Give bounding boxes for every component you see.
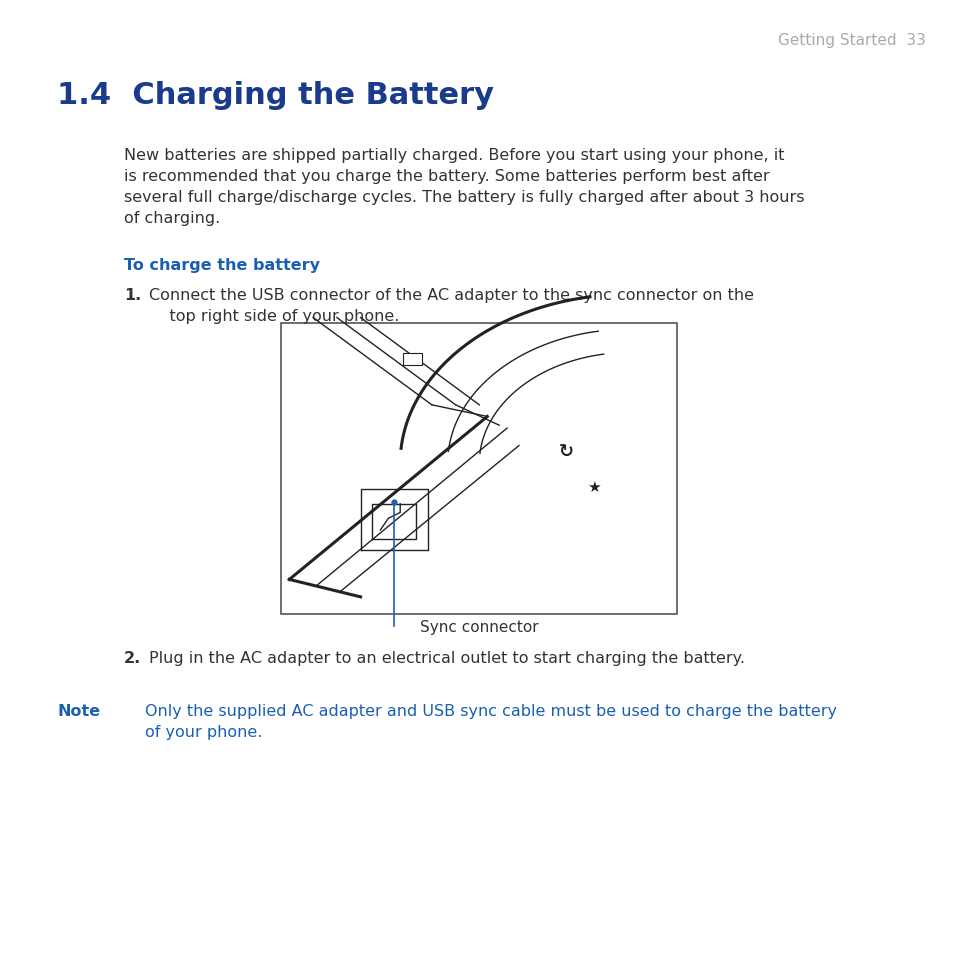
Text: 1.4  Charging the Battery: 1.4 Charging the Battery [57, 81, 494, 110]
Text: To charge the battery: To charge the battery [124, 257, 319, 273]
Text: ↻: ↻ [558, 443, 574, 461]
Text: Getting Started  33: Getting Started 33 [777, 33, 924, 49]
Text: Connect the USB connector of the AC adapter to the sync connector on the
    top: Connect the USB connector of the AC adap… [149, 288, 753, 324]
Text: Only the supplied AC adapter and USB sync cable must be used to charge the batte: Only the supplied AC adapter and USB syn… [145, 703, 836, 740]
Text: 2.: 2. [124, 650, 141, 665]
FancyBboxPatch shape [281, 324, 677, 615]
Text: Note: Note [57, 703, 100, 719]
Text: 1.: 1. [124, 288, 141, 303]
Text: Sync connector: Sync connector [419, 619, 538, 635]
FancyBboxPatch shape [402, 354, 421, 366]
Text: Plug in the AC adapter to an electrical outlet to start charging the battery.: Plug in the AC adapter to an electrical … [149, 650, 744, 665]
Text: ★: ★ [587, 479, 600, 495]
Text: New batteries are shipped partially charged. Before you start using your phone, : New batteries are shipped partially char… [124, 148, 803, 226]
